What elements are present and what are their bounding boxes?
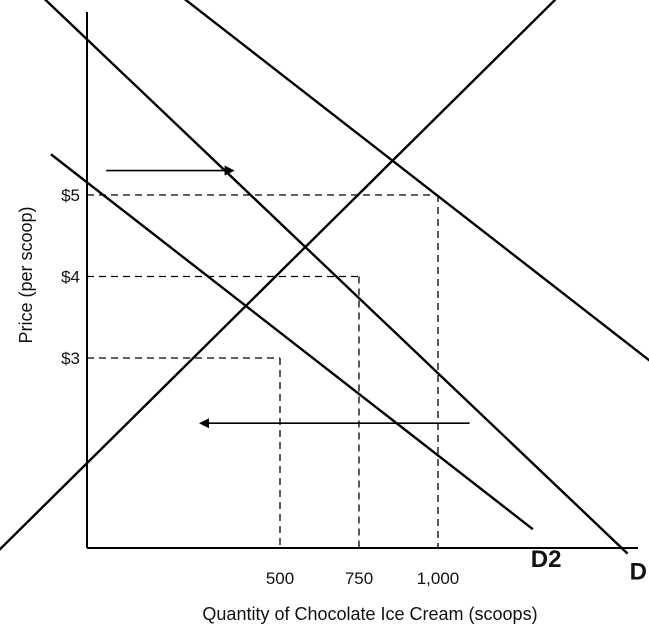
y-tick-label: $4 [61,268,80,287]
x-tick-label: 750 [345,569,373,588]
y-tick-label: $3 [61,349,80,368]
curve-d2 [50,153,534,531]
y-tick-label: $5 [61,186,80,205]
curve-s [0,0,557,551]
curve-d1 [183,0,649,362]
y-axis-label: Price (per scoop) [16,206,36,343]
x-axis-label: Quantity of Chocolate Ice Cream (scoops) [202,604,537,624]
x-tick-label: 500 [266,569,294,588]
x-tick-label: 1,000 [417,569,460,588]
curve-label-d2: D2 [531,546,562,573]
curve-d [43,0,629,555]
curve-label-d: D [630,559,647,586]
